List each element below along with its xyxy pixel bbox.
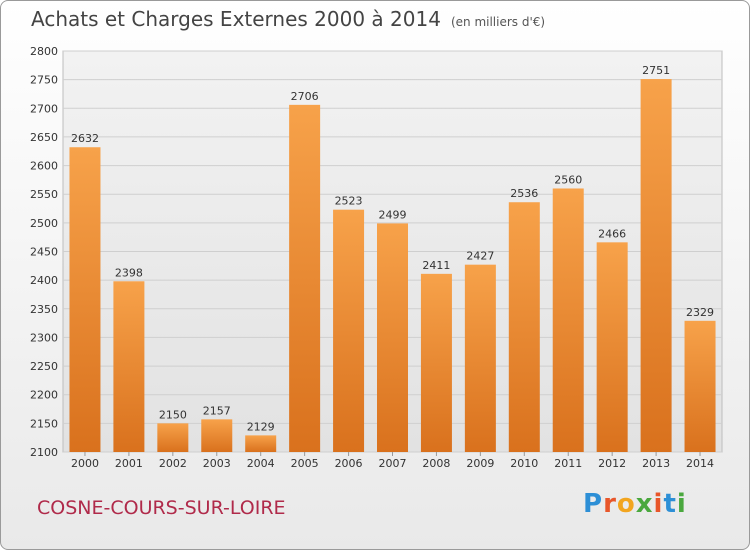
y-tick-label: 2350 xyxy=(30,303,58,316)
data-label-2003: 2157 xyxy=(203,404,231,417)
logo-letter: i xyxy=(676,489,687,519)
y-tick-label: 2100 xyxy=(30,446,58,459)
data-label-2005: 2706 xyxy=(291,90,319,103)
x-tick-label: 2012 xyxy=(598,457,626,470)
y-tick-label: 2800 xyxy=(30,45,58,58)
bars xyxy=(69,79,716,453)
bar-2005 xyxy=(289,104,321,452)
data-label-2011: 2560 xyxy=(554,173,582,186)
data-label-2006: 2523 xyxy=(335,195,363,208)
x-tick-label: 2013 xyxy=(642,457,670,470)
data-labels: 2632 2398 2150 2157 2129 2706 2523 2499 2411 2427… xyxy=(71,64,714,433)
y-axis-ticks: 2100 2150 2200 2250 2300 2350 2400 2450 2500 2550… xyxy=(30,45,58,459)
chart-subtitle: (en milliers d'€) xyxy=(450,15,546,29)
x-tick-label: 2011 xyxy=(554,457,582,470)
x-tick-label: 2009 xyxy=(466,457,494,470)
y-tick-label: 2650 xyxy=(30,131,58,144)
y-tick-label: 2400 xyxy=(30,274,58,287)
data-label-2013: 2751 xyxy=(642,64,670,77)
y-tick-label: 2600 xyxy=(30,160,58,173)
data-label-2012: 2466 xyxy=(598,227,626,240)
x-tick-label: 2010 xyxy=(510,457,538,470)
data-label-2004: 2129 xyxy=(247,420,275,433)
y-tick-label: 2450 xyxy=(30,246,58,259)
chart-title: Achats et Charges Externes 2000 à 2014 (e… xyxy=(31,7,546,31)
y-tick-label: 2300 xyxy=(30,331,58,344)
bar-2009 xyxy=(464,264,496,452)
bar-2004 xyxy=(245,435,277,452)
x-tick-label: 2007 xyxy=(379,457,407,470)
x-tick-label: 2003 xyxy=(203,457,231,470)
x-tick-label: 2002 xyxy=(159,457,187,470)
proxiti-logo: Proxiti xyxy=(583,489,687,519)
x-tick-label: 2004 xyxy=(247,457,275,470)
x-tick-label: 2008 xyxy=(422,457,450,470)
x-tick-label: 2006 xyxy=(335,457,363,470)
bar-2010 xyxy=(508,202,540,452)
y-tick-label: 2150 xyxy=(30,417,58,430)
logo-letter: i xyxy=(653,489,664,519)
y-tick-label: 2550 xyxy=(30,188,58,201)
data-label-2014: 2329 xyxy=(686,306,714,319)
x-tick-label: 2001 xyxy=(115,457,143,470)
bar-2001 xyxy=(113,281,145,452)
bar-2008 xyxy=(420,273,452,452)
y-tick-label: 2250 xyxy=(30,360,58,373)
y-tick-label: 2750 xyxy=(30,74,58,87)
data-label-2009: 2427 xyxy=(466,250,494,263)
bar-2003 xyxy=(201,419,233,452)
y-tick-label: 2700 xyxy=(30,102,58,115)
logo-letter: o xyxy=(616,489,636,519)
x-tick-label: 2014 xyxy=(686,457,714,470)
x-axis-ticks: 2000 2001 2002 2003 2004 2005 2006 2007 2008 2009… xyxy=(71,452,714,470)
data-label-2001: 2398 xyxy=(115,266,143,279)
bar-2012 xyxy=(596,242,628,452)
bar-2014 xyxy=(684,320,716,452)
y-tick-label: 2500 xyxy=(30,217,58,230)
logo-letter: x xyxy=(635,489,654,519)
commune-name: COSNE-COURS-SUR-LOIRE xyxy=(37,497,286,519)
bar-2011 xyxy=(552,188,584,452)
x-tick-label: 2005 xyxy=(291,457,319,470)
bar-2007 xyxy=(377,223,408,452)
logo-letter: t xyxy=(663,489,677,519)
logo-letter: r xyxy=(603,489,617,519)
y-tick-label: 2200 xyxy=(30,389,58,402)
data-label-2007: 2499 xyxy=(379,208,407,221)
data-label-2010: 2536 xyxy=(510,187,538,200)
bar-2002 xyxy=(157,423,189,452)
data-label-2008: 2411 xyxy=(422,259,450,272)
x-tick-label: 2000 xyxy=(71,457,99,470)
data-label-2002: 2150 xyxy=(159,408,187,421)
bar-2006 xyxy=(333,209,365,452)
data-label-2000: 2632 xyxy=(71,132,99,145)
bar-2013 xyxy=(640,79,672,452)
logo-letter: P xyxy=(583,489,604,519)
bar-2000 xyxy=(69,147,101,453)
